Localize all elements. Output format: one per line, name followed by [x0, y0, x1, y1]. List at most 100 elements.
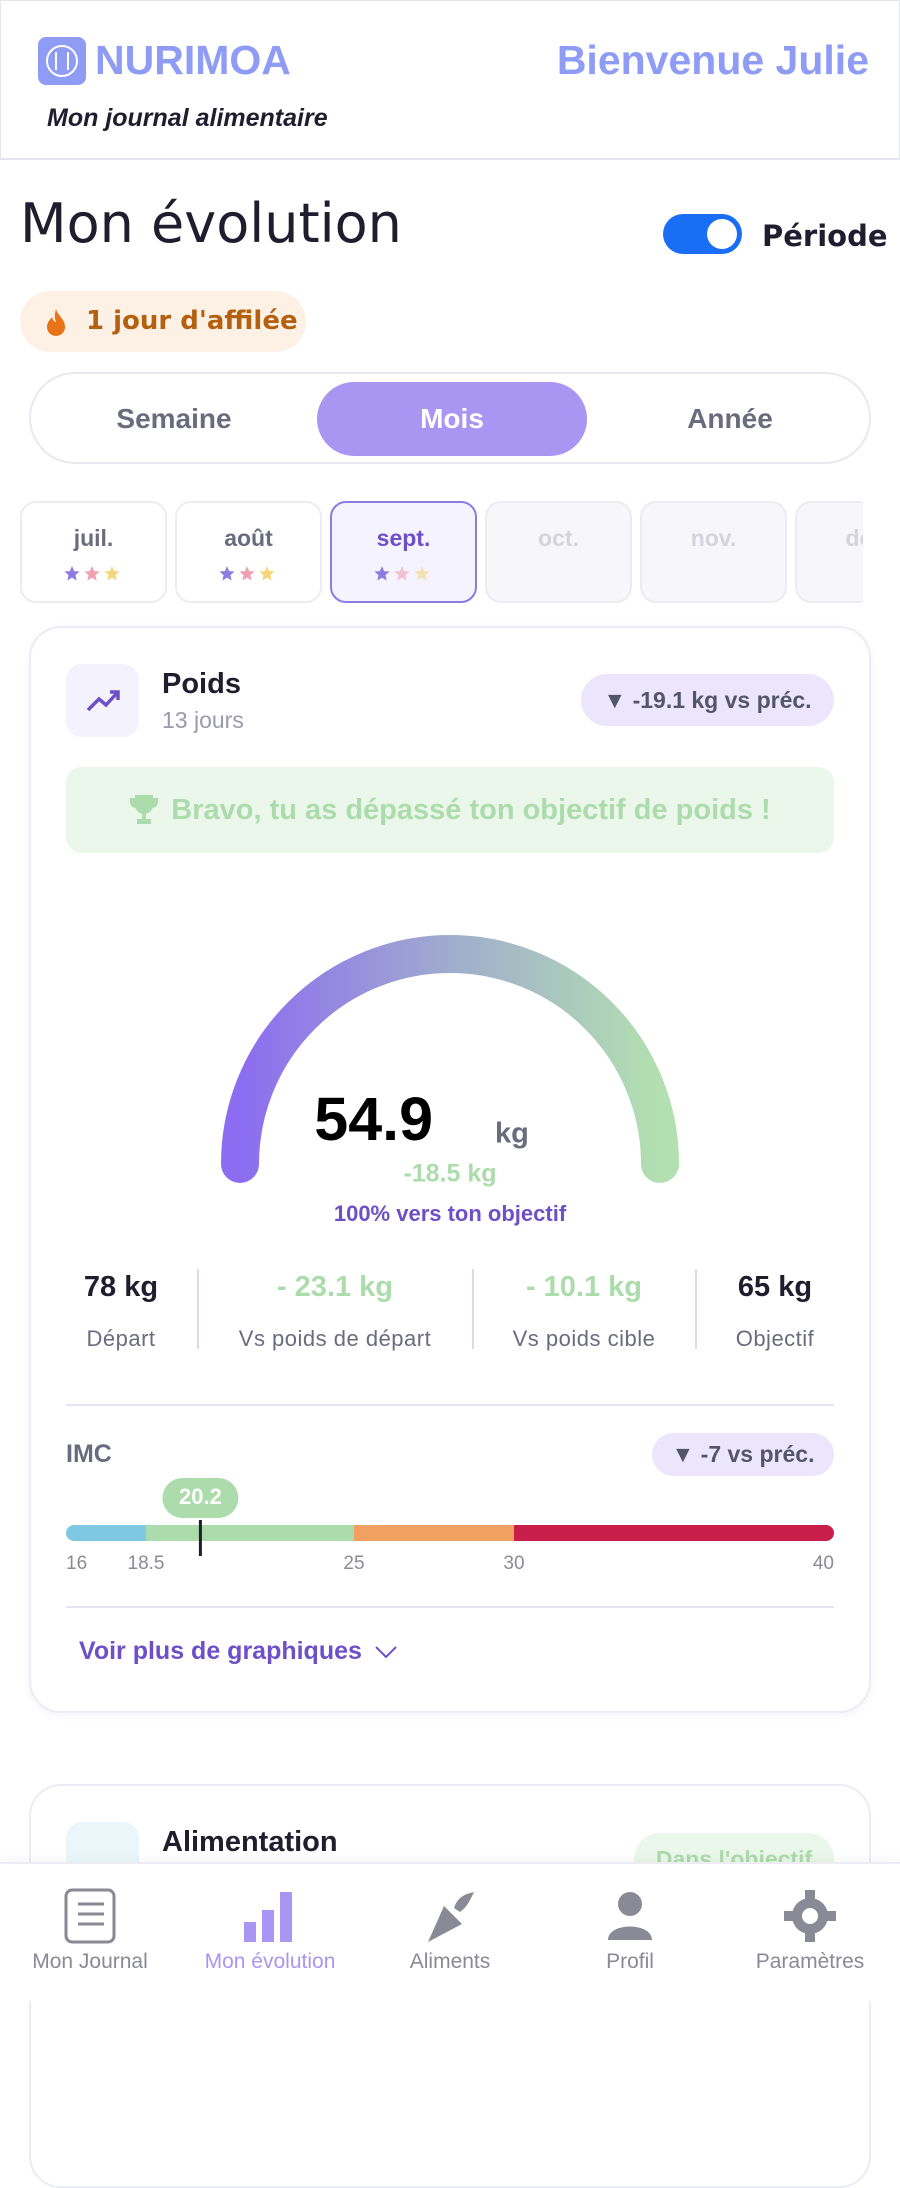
rating-stars [64, 566, 120, 581]
stat: 78 kg Départ [1, 1271, 241, 1352]
period-button[interactable]: Mois [317, 382, 587, 456]
star [414, 566, 430, 581]
weight-value: 54.9 [314, 1085, 433, 1153]
graphics-layer: 54.9 kg -18.5 kg 100% vers ton objectif … [66, 935, 834, 1574]
weight-unit: kg [495, 1118, 529, 1150]
divider [197, 1269, 199, 1349]
stat-value: 78 kg [83, 1271, 159, 1303]
trend-icon [66, 664, 139, 737]
month-card[interactable]: nov. [640, 501, 787, 603]
streak-pill: 1 jour d'affilée [20, 291, 306, 352]
separator [66, 1606, 834, 1608]
bmi-band [514, 1525, 834, 1541]
month-card[interactable]: déc. [795, 501, 863, 603]
brand: NURIMOA [95, 37, 291, 83]
nav-label: Aliments [409, 1950, 491, 1973]
flame-icon [47, 309, 65, 336]
bmi-badge: ▼ -7 vs préc. [652, 1433, 834, 1476]
streak-text: 1 jour d'affilée [86, 306, 298, 336]
month-label: sept. [376, 525, 431, 551]
star [374, 566, 390, 581]
period-button[interactable]: Semaine [116, 403, 232, 434]
stat: 65 kg Objectif [655, 1271, 895, 1352]
star [259, 566, 275, 581]
bmi-value: 20.2 [179, 1484, 222, 1509]
weight-delta: -18.5 kg [403, 1160, 496, 1188]
divider [472, 1269, 474, 1349]
weight-badge: ▼ -19.1 kg vs préc. [581, 674, 834, 726]
weight-card [29, 626, 871, 1713]
trophy-icon [130, 795, 159, 824]
star [64, 566, 80, 581]
star [84, 566, 100, 581]
separator [66, 1404, 834, 1406]
nav-label: Paramètres [755, 1950, 865, 1973]
period-toggle[interactable] [663, 214, 742, 254]
month-label: juil. [73, 525, 114, 551]
page-title: Mon évolution [20, 192, 402, 255]
bmi-tick-label: 25 [343, 1553, 364, 1574]
month-card[interactable]: oct. [485, 501, 632, 603]
bmi-tick-label: 18.5 [128, 1553, 165, 1574]
stat-label: Vs poids de départ [238, 1326, 432, 1351]
stat-label: Vs poids cible [512, 1326, 656, 1351]
bmi-tick-label: 40 [813, 1553, 834, 1574]
success-banner: Bravo, tu as dépassé ton objectif de poi… [66, 767, 834, 853]
bmi-label: IMC [66, 1440, 112, 1468]
subtitle: Mon journal alimentaire [47, 104, 328, 132]
period-button[interactable]: Année [687, 403, 773, 434]
star [239, 566, 255, 581]
card-title: Poids [162, 668, 241, 700]
bmi-band [146, 1525, 354, 1541]
card-title: Alimentation [162, 1826, 338, 1858]
month-strip: juil. août sept. oct. nov. déc. [20, 501, 863, 605]
month-card[interactable]: sept. [330, 501, 477, 603]
weight-gauge [221, 935, 679, 1183]
bmi-scale: 16 18.5 25 30 40 20.2 [66, 1478, 834, 1574]
stat-label: Objectif [735, 1326, 815, 1351]
divider [695, 1269, 697, 1349]
nav-item[interactable]: Mon Journal [0, 1864, 180, 2001]
star [394, 566, 410, 581]
more-text: Voir plus de graphiques [79, 1637, 362, 1665]
nav-item[interactable]: Aliments [360, 1864, 540, 2001]
bmi-tick-label: 30 [503, 1553, 524, 1574]
banner-text: Bravo, tu as dépassé ton objectif de poi… [171, 793, 771, 826]
card-subtitle: 13 jours [162, 707, 244, 733]
nav-item[interactable]: Paramètres [720, 1864, 900, 2001]
bmi-band [66, 1525, 146, 1541]
nav-icon [608, 1892, 652, 1940]
star [219, 566, 235, 581]
greeting: Bienvenue Julie [556, 37, 869, 83]
period-selector: Semaine Mois Année [29, 372, 871, 464]
bmi-tick-label: 16 [66, 1553, 87, 1574]
toggle-label: Période [762, 219, 888, 253]
stat-label: Départ [86, 1326, 156, 1351]
bmi-bubble [162, 1478, 239, 1518]
nav-icon [244, 1892, 292, 1942]
nav-icon [428, 1892, 474, 1942]
month-card[interactable]: juil. [20, 501, 167, 603]
chevron [375, 1645, 397, 1658]
rating-stars [219, 566, 275, 581]
stat: - 23.1 kg Vs poids de départ [215, 1271, 455, 1352]
progress-text: 100% vers ton objectif [334, 1201, 567, 1226]
logo [38, 37, 86, 85]
nav-icon [64, 1888, 116, 1944]
nav-label: Mon Journal [32, 1950, 148, 1973]
nav-label: Mon évolution [204, 1950, 336, 1973]
nav-icon [784, 1890, 836, 1942]
stat-value: - 23.1 kg [276, 1271, 394, 1303]
stat-value: 65 kg [737, 1271, 813, 1303]
header: NURIMOA Bienvenue Julie Mon journal alim… [0, 0, 900, 160]
stat: - 10.1 kg Vs poids cible [464, 1271, 704, 1352]
bmi-bar [66, 1525, 834, 1541]
more-charts-link[interactable]: Voir plus de graphiques [79, 1637, 398, 1666]
nav-item[interactable]: Profil [540, 1864, 720, 2001]
month-label: oct. [538, 525, 579, 551]
month-label: déc. [845, 525, 863, 551]
month-card[interactable]: août [175, 501, 322, 603]
nav-item[interactable]: Mon évolution [180, 1864, 360, 2001]
